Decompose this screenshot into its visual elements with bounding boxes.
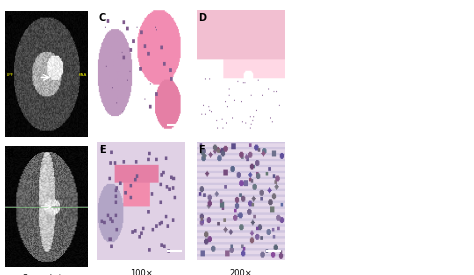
- Text: Axial view: Axial view: [27, 148, 65, 157]
- Text: 40×: 40×: [132, 145, 150, 154]
- Text: KAA: KAA: [78, 73, 87, 77]
- Text: D: D: [199, 13, 207, 23]
- Text: 100×: 100×: [130, 269, 152, 275]
- Text: B: B: [6, 149, 14, 160]
- Text: 200×: 200×: [229, 269, 252, 275]
- Text: F: F: [199, 145, 205, 155]
- Text: C: C: [99, 13, 106, 23]
- Text: LPF: LPF: [7, 73, 14, 77]
- Text: A: A: [6, 15, 14, 25]
- Text: 100×: 100×: [229, 145, 252, 154]
- Text: E: E: [99, 145, 106, 155]
- Text: Coronal view: Coronal view: [21, 274, 71, 275]
